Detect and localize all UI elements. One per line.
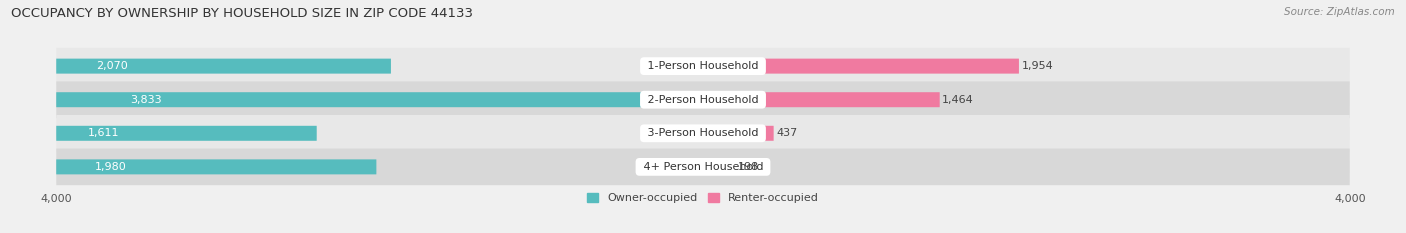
Text: 2-Person Household: 2-Person Household — [644, 95, 762, 105]
Text: 198: 198 — [737, 162, 759, 172]
FancyBboxPatch shape — [703, 126, 773, 141]
FancyBboxPatch shape — [703, 159, 735, 174]
FancyBboxPatch shape — [56, 159, 377, 174]
FancyBboxPatch shape — [703, 92, 939, 107]
Text: 1,954: 1,954 — [1021, 61, 1053, 71]
Text: OCCUPANCY BY OWNERSHIP BY HOUSEHOLD SIZE IN ZIP CODE 44133: OCCUPANCY BY OWNERSHIP BY HOUSEHOLD SIZE… — [11, 7, 474, 20]
FancyBboxPatch shape — [703, 59, 1019, 74]
Legend: Owner-occupied, Renter-occupied: Owner-occupied, Renter-occupied — [586, 193, 820, 203]
FancyBboxPatch shape — [56, 126, 316, 141]
Text: 3,833: 3,833 — [131, 95, 162, 105]
Text: 4+ Person Household: 4+ Person Household — [640, 162, 766, 172]
FancyBboxPatch shape — [56, 81, 1350, 118]
FancyBboxPatch shape — [56, 92, 676, 107]
Text: 1,464: 1,464 — [942, 95, 974, 105]
FancyBboxPatch shape — [56, 59, 391, 74]
Text: 2,070: 2,070 — [97, 61, 128, 71]
Text: 1,980: 1,980 — [94, 162, 127, 172]
FancyBboxPatch shape — [56, 149, 1350, 185]
Text: 1,611: 1,611 — [87, 128, 120, 138]
FancyBboxPatch shape — [56, 115, 1350, 152]
Text: 3-Person Household: 3-Person Household — [644, 128, 762, 138]
Text: 437: 437 — [776, 128, 797, 138]
Text: Source: ZipAtlas.com: Source: ZipAtlas.com — [1284, 7, 1395, 17]
FancyBboxPatch shape — [56, 48, 1350, 84]
Text: 1-Person Household: 1-Person Household — [644, 61, 762, 71]
